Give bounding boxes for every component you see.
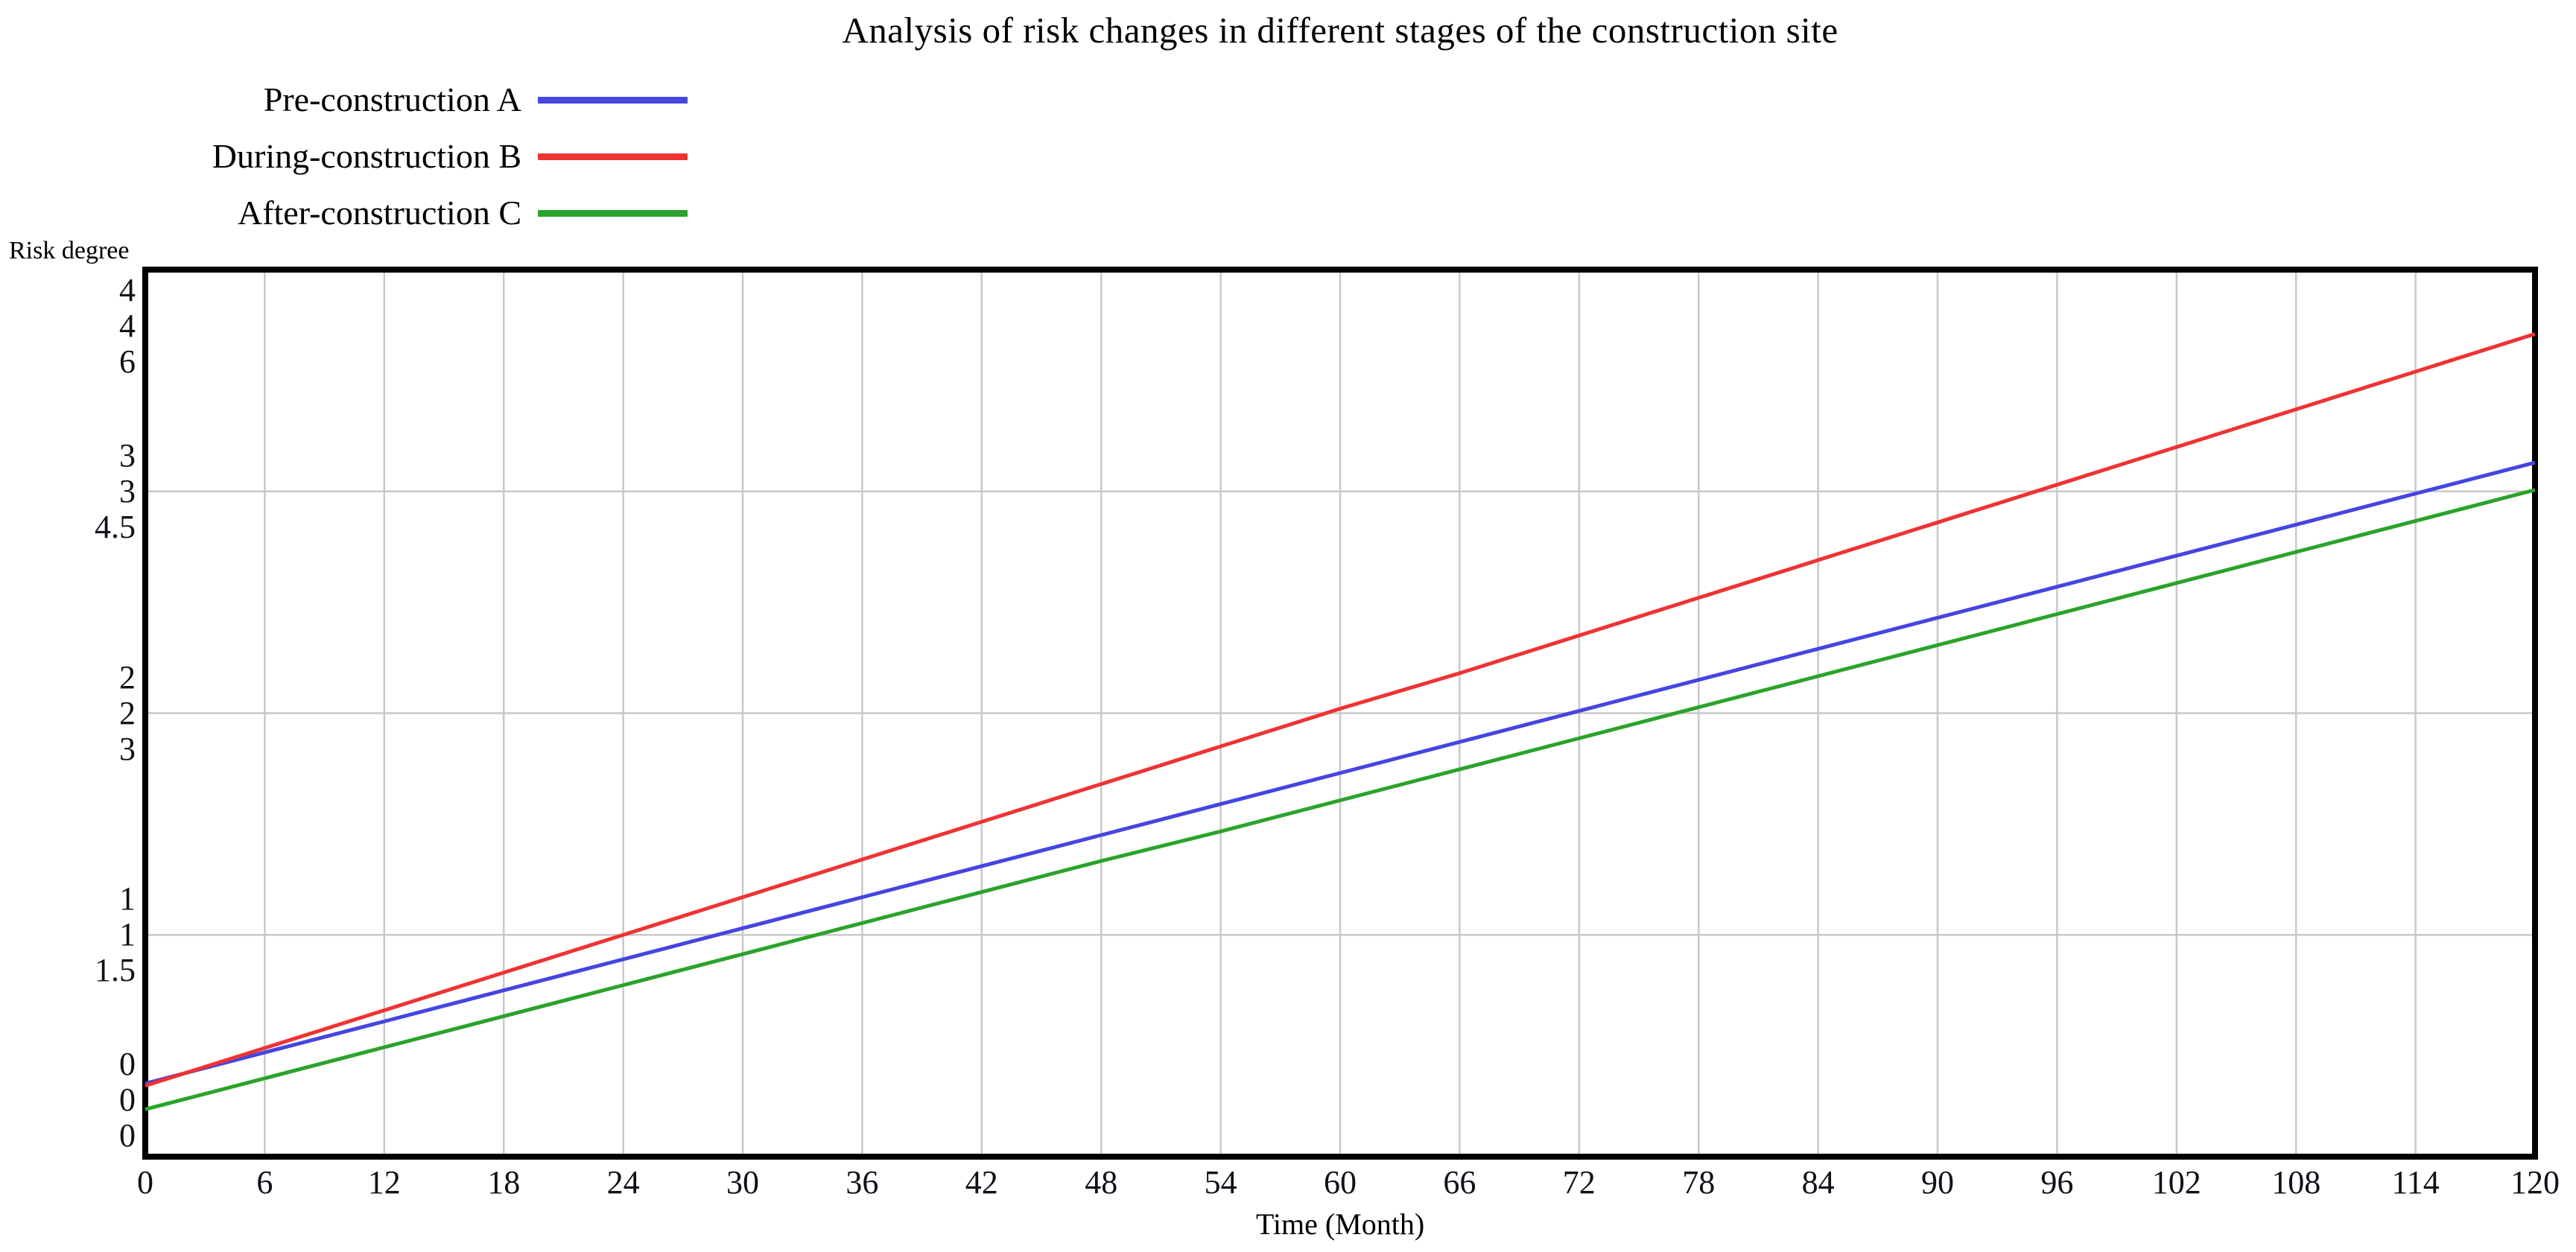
y-axis-title: Risk degree [9, 237, 130, 264]
x-axis-title: Time (Month) [1255, 1207, 1425, 1241]
x-tick-label: 30 [726, 1164, 759, 1201]
x-tick-label: 72 [1562, 1164, 1596, 1201]
legend-label: During-construction B [212, 137, 521, 175]
x-tick-label: 18 [487, 1164, 521, 1201]
x-tick-label: 108 [2271, 1164, 2321, 1201]
y-tick-label: 3 [119, 436, 136, 474]
x-tick-label: 42 [965, 1164, 998, 1201]
y-tick-label: 1 [119, 916, 136, 953]
series-line-during-construction-b [145, 331, 2536, 1088]
legend-item: Pre-construction A [0, 76, 730, 124]
x-tick-label: 114 [2391, 1164, 2440, 1201]
series-line-after-construction-c [145, 488, 2536, 1111]
x-tick-label: 96 [2040, 1164, 2074, 1201]
x-tick-label: 60 [1324, 1164, 1357, 1201]
y-tick-label: 1 [119, 880, 136, 918]
plot-frame [142, 267, 2538, 1160]
y-tick-label: 4 [119, 308, 136, 344]
x-tick-label: 90 [1921, 1164, 1954, 1201]
x-tick-label: 6 [256, 1164, 273, 1201]
x-tick-label: 36 [846, 1164, 879, 1201]
x-tick-label: 24 [606, 1164, 640, 1201]
y-tick-label: 0 [119, 1046, 136, 1082]
series-line-pre-construction-a [145, 460, 2536, 1086]
x-tick-label: 48 [1085, 1164, 1118, 1201]
x-tick-label: 84 [1801, 1164, 1835, 1201]
y-tick-label: 4.5 [95, 508, 136, 545]
y-tick-label: 2 [119, 694, 136, 731]
legend-label: Pre-construction A [263, 80, 521, 118]
legend-item: During-construction B [0, 133, 730, 180]
chart-title: Analysis of risk changes in different st… [842, 10, 1839, 51]
x-tick-label: 0 [137, 1164, 153, 1201]
y-tick-label: 0 [119, 1081, 136, 1118]
x-tick-label: 12 [367, 1164, 401, 1201]
legend-item: After-construction C [0, 189, 730, 237]
x-tick-label: 66 [1443, 1164, 1476, 1201]
y-tick-label: 4 [119, 272, 136, 308]
legend-line-swatch [538, 153, 688, 160]
legend-line-swatch [538, 209, 688, 217]
x-tick-label: 120 [2510, 1164, 2560, 1201]
legend-label: After-construction C [237, 194, 521, 232]
y-tick-label: 1.5 [95, 952, 136, 989]
y-tick-label: 0 [119, 1117, 136, 1154]
y-tick-label: 6 [119, 343, 136, 380]
legend: Pre-construction A During-construction B A… [0, 0, 730, 246]
legend-line-swatch [538, 96, 688, 104]
x-tick-label: 78 [1682, 1164, 1716, 1201]
y-tick-label: 2 [119, 658, 136, 696]
y-tick-label: 3 [119, 472, 136, 509]
x-tick-label: 102 [2151, 1164, 2201, 1201]
y-tick-label: 3 [119, 730, 136, 767]
x-tick-label: 54 [1204, 1164, 1237, 1201]
